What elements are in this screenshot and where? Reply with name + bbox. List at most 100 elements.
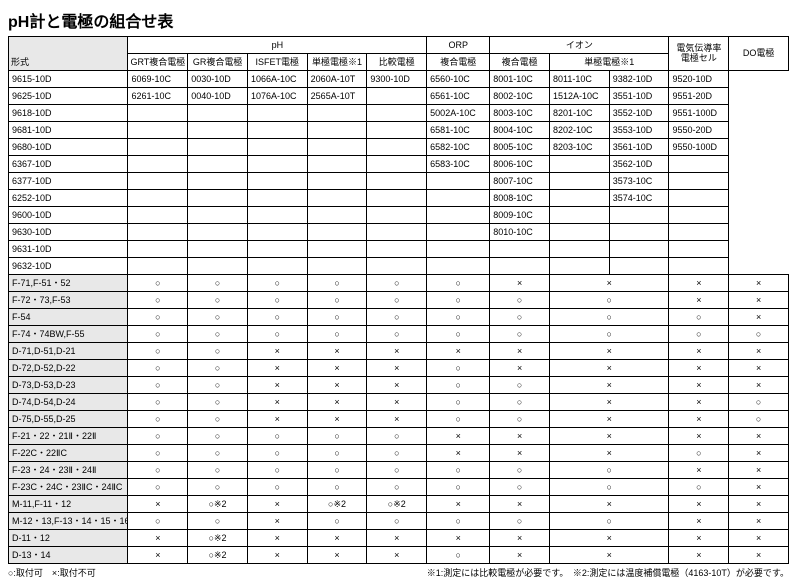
compat-cell: ○※2 (188, 530, 248, 547)
compat-cell: ○ (128, 326, 188, 343)
compat-cell: × (669, 462, 729, 479)
subheader: GR複合電極 (188, 54, 248, 71)
compat-cell: × (128, 530, 188, 547)
product-cell (247, 258, 307, 275)
compat-cell: ○ (550, 292, 669, 309)
product-cell (609, 241, 669, 258)
compat-cell: ○ (307, 309, 367, 326)
product-cell (367, 88, 427, 105)
compatibility-table: 形式pHORPイオン電気伝導率電極セルDO電極GRT複合電極GR複合電極ISFE… (8, 36, 789, 564)
product-cell (188, 156, 248, 173)
product-cell (307, 139, 367, 156)
compat-cell: × (550, 428, 669, 445)
compat-cell: × (307, 411, 367, 428)
product-cell (609, 224, 669, 241)
product-cell (609, 258, 669, 275)
compat-cell: × (247, 513, 307, 530)
subheader: GRT複合電極 (128, 54, 188, 71)
compat-cell: ○ (490, 513, 550, 530)
compat-cell: ○ (128, 428, 188, 445)
product-cell (427, 190, 490, 207)
compat-cell: ○ (128, 292, 188, 309)
product-cell: 8202-10C (550, 122, 610, 139)
product-cell: 9550-100D (669, 139, 729, 156)
product-cell: 9550-20D (669, 122, 729, 139)
product-cell: 9615-10D (9, 71, 128, 88)
compat-cell: ○ (367, 513, 427, 530)
product-cell (307, 207, 367, 224)
compat-cell: × (550, 445, 669, 462)
product-cell (128, 173, 188, 190)
compat-cell: ○ (427, 377, 490, 394)
compat-cell: ○ (247, 479, 307, 496)
compat-cell: ○ (490, 479, 550, 496)
compat-cell: ○ (247, 445, 307, 462)
model-name: F-72・73,F-53 (9, 292, 128, 309)
product-cell: 6377-10D (9, 173, 128, 190)
product-cell (367, 241, 427, 258)
product-cell: 8203-10C (550, 139, 610, 156)
compat-cell: × (367, 411, 427, 428)
compat-cell: × (729, 309, 789, 326)
compat-cell: × (550, 411, 669, 428)
product-cell: 8002-10C (490, 88, 550, 105)
compat-cell: ○ (188, 343, 248, 360)
product-cell: 6261-10C (128, 88, 188, 105)
product-cell: 8010-10C (490, 224, 550, 241)
product-cell: 8007-10C (490, 173, 550, 190)
product-cell: 6581-10C (427, 122, 490, 139)
product-cell (669, 207, 729, 224)
product-cell (367, 173, 427, 190)
compat-cell: × (367, 377, 427, 394)
product-cell (188, 224, 248, 241)
product-cell: 6561-10C (427, 88, 490, 105)
product-cell (550, 241, 610, 258)
product-cell (367, 122, 427, 139)
product-cell: 8004-10C (490, 122, 550, 139)
product-cell (247, 207, 307, 224)
product-cell: 9551-20D (669, 88, 729, 105)
compat-cell: × (729, 428, 789, 445)
product-cell: 8003-10C (490, 105, 550, 122)
notes: ※1:測定には比較電極が必要です。 ※2:測定には温度補償電極（4163-10T… (427, 566, 789, 579)
compat-cell: × (550, 377, 669, 394)
compat-cell: ○ (307, 326, 367, 343)
footer: ○:取付可 ×:取付不可 ※1:測定には比較電極が必要です。 ※2:測定には温度… (8, 566, 789, 579)
compat-cell: ○ (188, 445, 248, 462)
compat-cell: ○ (550, 462, 669, 479)
product-cell (427, 258, 490, 275)
product-cell: 8006-10C (490, 156, 550, 173)
compat-cell: × (729, 462, 789, 479)
product-cell (247, 139, 307, 156)
product-cell (307, 173, 367, 190)
product-cell (367, 207, 427, 224)
product-cell (247, 190, 307, 207)
model-name: D-73,D-53,D-23 (9, 377, 128, 394)
product-cell: 6560-10C (427, 71, 490, 88)
product-cell (307, 105, 367, 122)
compat-cell: ○ (669, 479, 729, 496)
model-name: F-71,F-51・52 (9, 275, 128, 292)
product-cell: 6367-10D (9, 156, 128, 173)
product-cell: 3553-10D (609, 122, 669, 139)
compat-cell: ○※2 (188, 547, 248, 564)
compat-cell: × (729, 547, 789, 564)
product-cell (367, 224, 427, 241)
product-cell: 9382-10D (609, 71, 669, 88)
compat-cell: ○ (188, 326, 248, 343)
compat-cell: × (729, 292, 789, 309)
product-cell (669, 190, 729, 207)
compat-cell: ○ (427, 394, 490, 411)
compat-cell: × (669, 275, 729, 292)
product-cell (128, 139, 188, 156)
compat-cell: × (367, 343, 427, 360)
model-name: D-72,D-52,D-22 (9, 360, 128, 377)
compat-cell: ○ (729, 326, 789, 343)
compat-cell: × (550, 547, 669, 564)
product-cell (550, 173, 610, 190)
compat-cell: ○ (247, 428, 307, 445)
compat-cell: × (669, 292, 729, 309)
compat-cell: × (247, 394, 307, 411)
subheader: 複合電極 (427, 54, 490, 71)
compat-cell: × (490, 496, 550, 513)
